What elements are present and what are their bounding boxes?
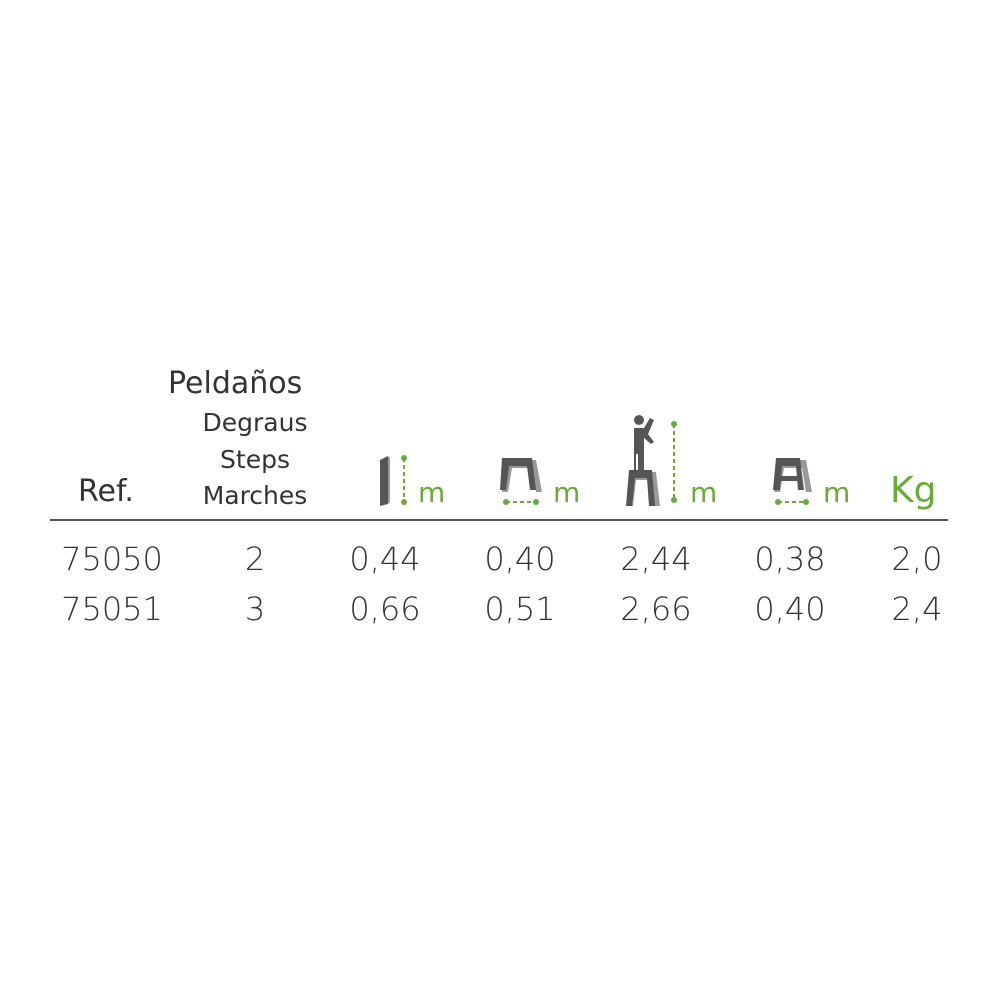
cell-depth: 0,40 <box>754 590 826 628</box>
header-marches: Marches <box>202 481 308 510</box>
working-height-person-icon <box>626 415 677 506</box>
header-divider <box>50 519 948 521</box>
unit-working-height: m <box>690 476 718 509</box>
cell-working-height: 2,44 <box>620 540 692 578</box>
header-steps: Steps <box>220 445 290 474</box>
cell-weight: 2,0 <box>891 540 943 578</box>
unit-closed-height: m <box>418 476 446 509</box>
cell-steps: 3 <box>244 590 266 628</box>
cell-base-width: 0,40 <box>484 540 556 578</box>
cell-closed-height: 0,44 <box>349 540 421 578</box>
cell-depth: 0,38 <box>754 540 826 578</box>
unit-base-width: m <box>553 476 581 509</box>
header-peldanos: Peldaños <box>168 366 303 401</box>
ladder-depth-icon <box>773 458 812 505</box>
cell-working-height: 2,66 <box>620 590 692 628</box>
cell-steps: 2 <box>244 540 266 578</box>
ladder-base-width-icon <box>500 458 542 505</box>
cell-ref: 75050 <box>61 540 163 578</box>
unit-weight: Kg <box>890 470 937 511</box>
cell-ref: 75051 <box>61 590 163 628</box>
header-ref: Ref. <box>78 474 134 509</box>
unit-depth: m <box>823 476 851 509</box>
closed-ladder-height-icon <box>380 455 407 506</box>
header-degraus: Degraus <box>202 408 308 437</box>
cell-base-width: 0,51 <box>484 590 556 628</box>
cell-weight: 2,4 <box>891 590 943 628</box>
cell-closed-height: 0,66 <box>349 590 421 628</box>
